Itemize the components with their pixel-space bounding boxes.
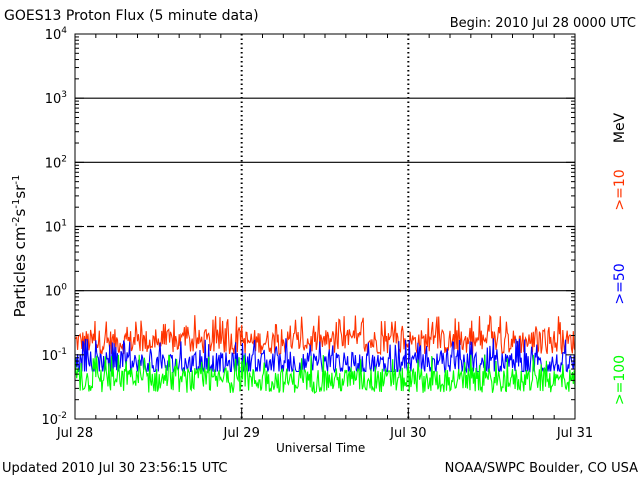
y-tick-label-6: 104 [45, 26, 68, 43]
y-tick-label-5: 103 [45, 90, 67, 107]
x-tick-label-1: Jul 29 [222, 426, 259, 441]
legend-ge100: >=100 [612, 354, 628, 406]
series-line-1 [74, 338, 576, 374]
begin-time: Begin: 2010 Jul 28 0000 UTC [449, 16, 636, 31]
y-tick-label-3: 101 [45, 219, 67, 236]
y-tick-label-0: 10-2 [41, 411, 67, 428]
x-axis-label: Universal Time [276, 441, 366, 455]
x-tick-label-0: Jul 28 [56, 426, 93, 441]
legend-ge10: >=10 [612, 169, 628, 211]
y-tick-label-4: 102 [45, 154, 67, 171]
series-line-2 [74, 354, 576, 394]
series-line-0 [74, 314, 576, 356]
updated-timestamp: Updated 2010 Jul 30 23:56:15 UTC [2, 461, 228, 476]
legend-ge50: >=50 [612, 263, 628, 305]
x-tick-label-2: Jul 30 [389, 426, 426, 441]
x-tick-label-3: Jul 31 [556, 426, 593, 441]
chart-title: GOES13 Proton Flux (5 minute data) [4, 8, 259, 24]
y-tick-label-2: 100 [45, 283, 68, 300]
y-axis-label: Particles cm-2s-1sr-1 [11, 174, 29, 318]
y-tick-label-1: 10-1 [41, 347, 67, 364]
legend-unit-mev: MeV [612, 112, 628, 144]
credit-label: NOAA/SWPC Boulder, CO USA [444, 461, 638, 476]
